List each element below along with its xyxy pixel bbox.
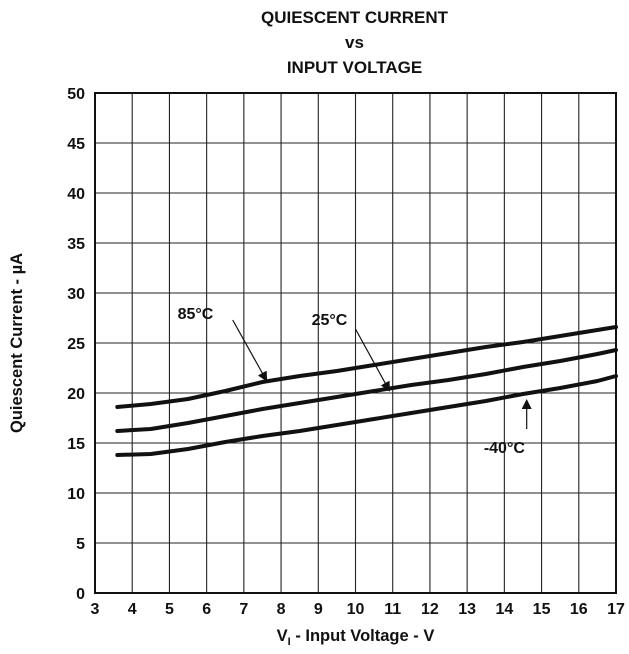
annotation-label: 85°C	[178, 306, 214, 323]
y-axis-label: Quiescent Current - µA	[8, 253, 26, 433]
x-tick-label: 13	[458, 601, 476, 618]
y-tick-label: 45	[67, 136, 85, 153]
chart-title-line-1: QUIESCENT CURRENT	[260, 8, 448, 27]
x-tick-label: 17	[607, 601, 625, 618]
x-tick-label: 12	[421, 601, 439, 618]
chart-title-line-3: INPUT VOLTAGE	[286, 58, 423, 77]
y-tick-label: 0	[76, 586, 85, 603]
chart-annotations: 85°C 25°C -40°C	[178, 306, 532, 457]
x-axis-label: VI - Input Voltage - V	[277, 627, 435, 648]
y-tick-label: 15	[67, 436, 85, 453]
x-tick-label: 10	[347, 601, 365, 618]
y-tick-label: 5	[76, 536, 85, 553]
chart-grid	[94, 92, 617, 594]
series-line-0	[115, 325, 618, 409]
x-tick-label: 5	[165, 601, 174, 618]
series-line-2	[115, 374, 618, 457]
plot-frame	[94, 92, 617, 594]
x-tick-label: 8	[277, 601, 286, 618]
y-tick-label: 10	[67, 486, 85, 503]
series-line-1	[115, 348, 618, 433]
x-tick-label: 15	[533, 601, 551, 618]
x-tick-label: 16	[570, 601, 588, 618]
x-tick-label: 14	[495, 601, 513, 618]
y-axis-ticks: 0 5 10 15 20 25 30 35 40 45 50	[67, 86, 85, 603]
x-axis-label-main: V	[277, 627, 288, 645]
y-tick-label: 50	[67, 86, 85, 103]
x-tick-label: 7	[239, 601, 248, 618]
x-axis-label-rest: - Input Voltage - V	[291, 627, 435, 645]
chart-title-line-2: vs	[345, 33, 364, 52]
annotation-label: 25°C	[312, 312, 348, 329]
y-tick-label: 30	[67, 286, 85, 303]
x-axis-ticks: 3 4 5 6 7 8 9 10 11 12 13 14 15 16 17	[91, 601, 625, 618]
x-tick-label: 9	[314, 601, 323, 618]
y-tick-label: 40	[67, 186, 85, 203]
y-tick-label: 20	[67, 386, 85, 403]
x-tick-label: 11	[384, 601, 401, 618]
chart-series	[115, 325, 618, 457]
x-tick-label: 4	[128, 601, 137, 618]
annotation-label: -40°C	[484, 440, 526, 457]
x-tick-label: 3	[91, 601, 100, 618]
x-axis-label-subscript: I	[288, 636, 291, 648]
x-tick-label: 6	[202, 601, 211, 618]
y-tick-label: 25	[67, 336, 85, 353]
annotation-arrow	[354, 328, 390, 392]
annotation-arrow	[232, 319, 268, 382]
y-tick-label: 35	[67, 236, 85, 253]
